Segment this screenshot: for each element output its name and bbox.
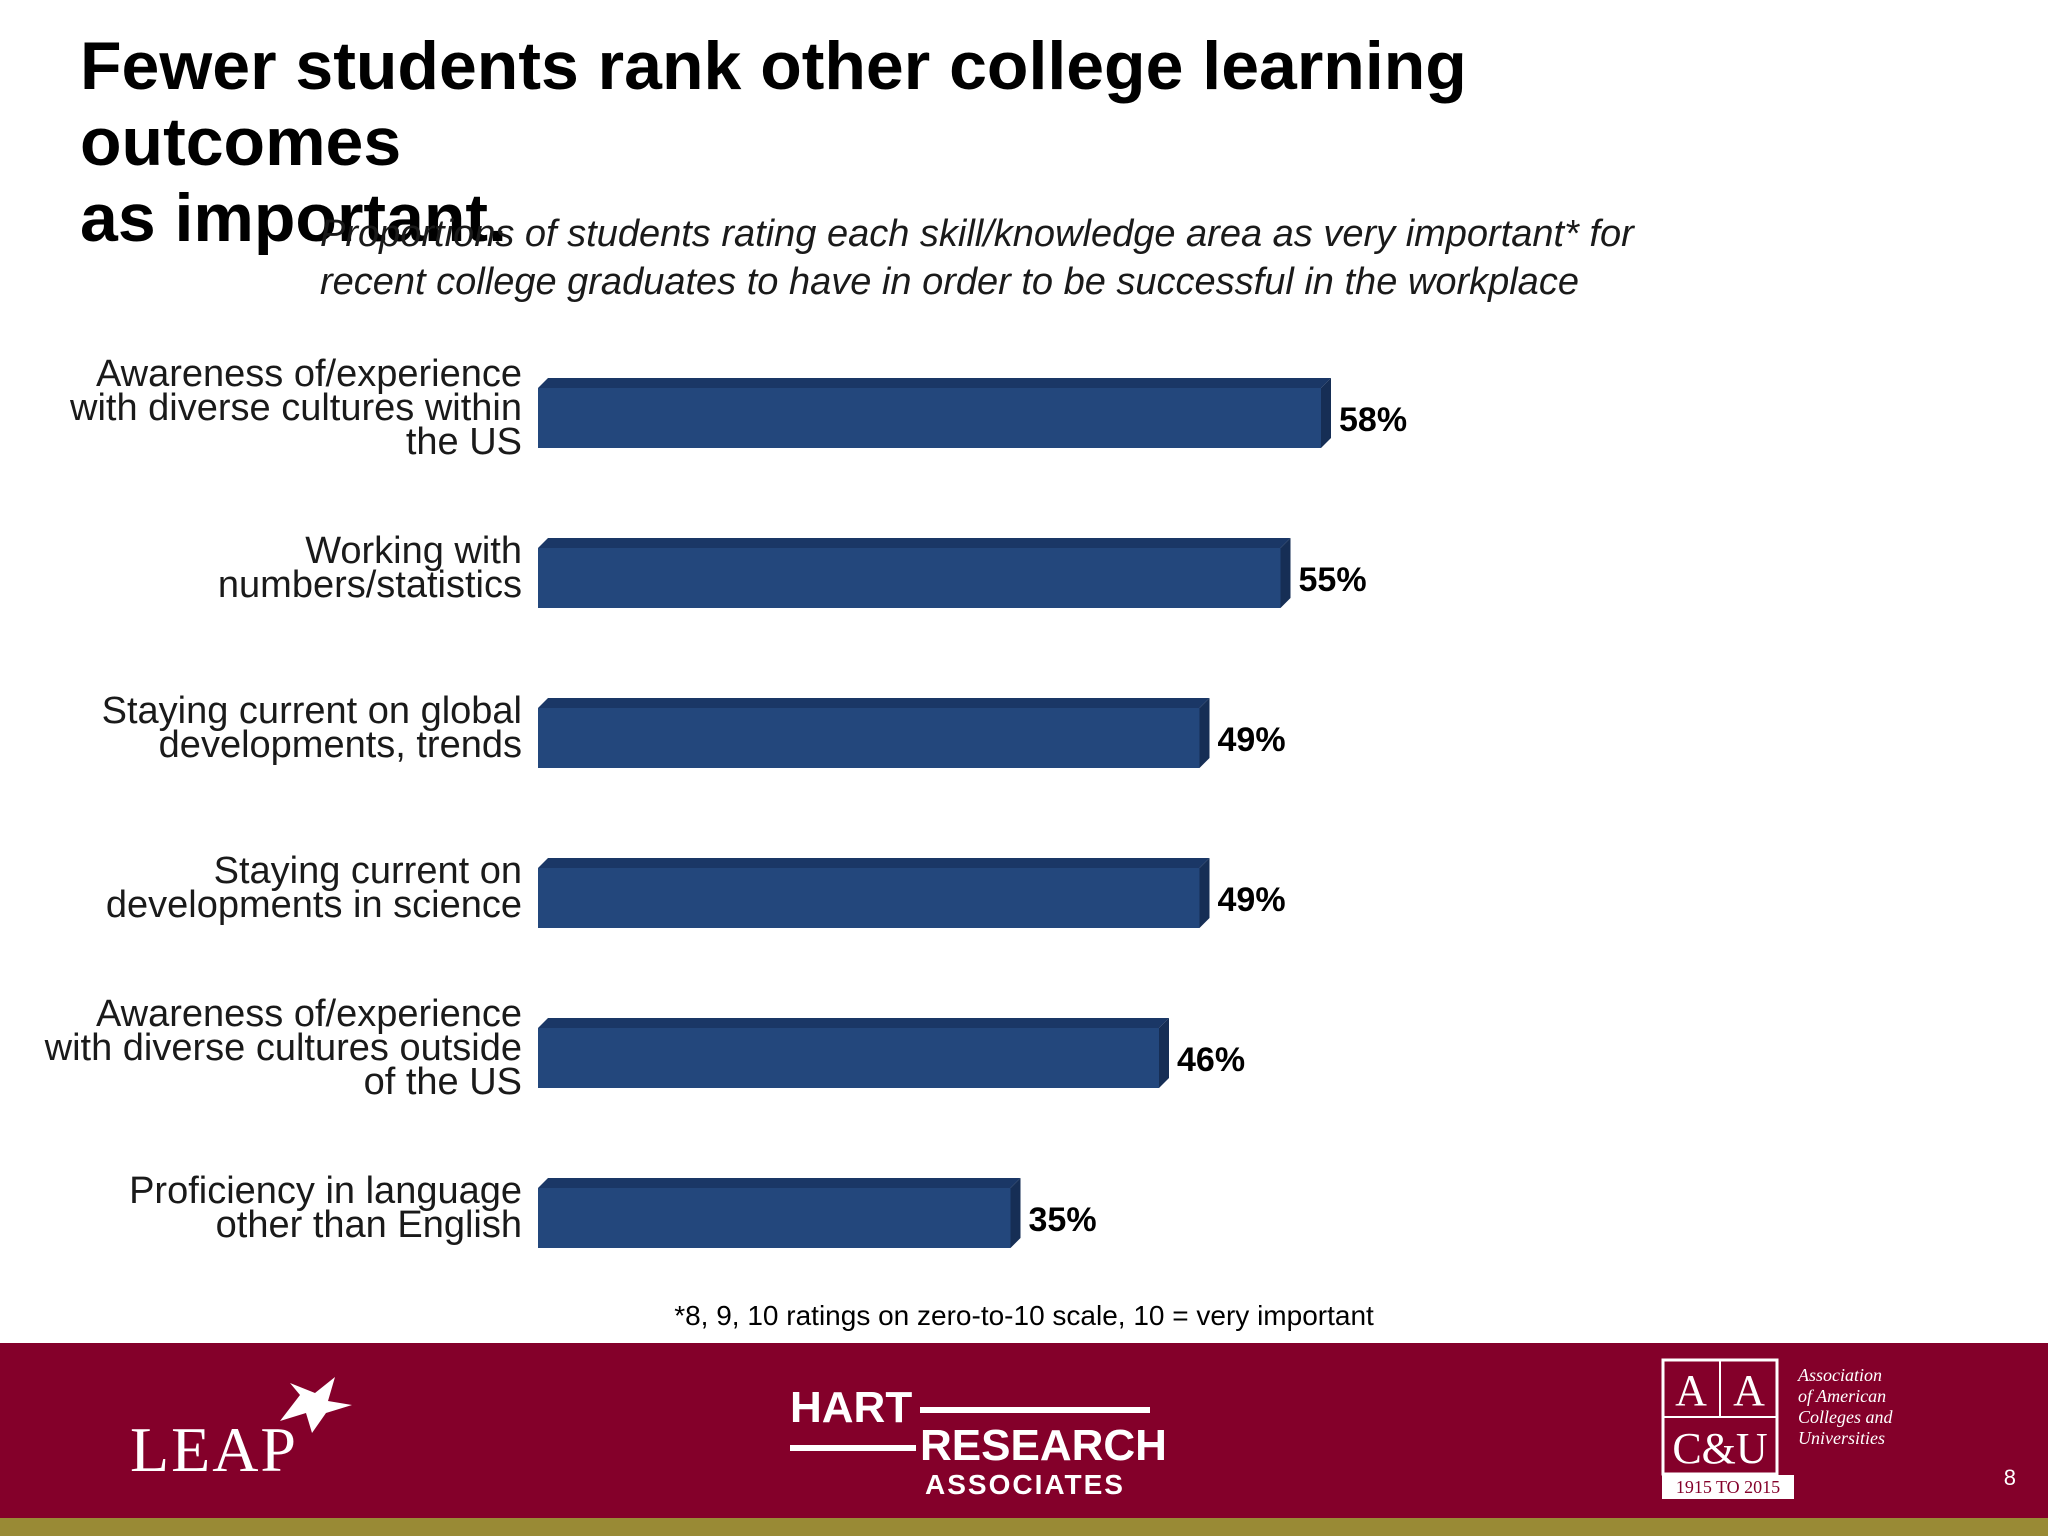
bar-top-face: [538, 538, 1291, 548]
chart-subtitle: Proportions of students rating each skil…: [320, 210, 1820, 306]
category-label-line: other than English: [216, 1204, 522, 1246]
bar-value-label: 55%: [1299, 561, 1367, 599]
bar-value-label: 58%: [1339, 401, 1407, 439]
bar-side-face: [1199, 858, 1210, 928]
aacu-name-line: Colleges and: [1798, 1407, 1893, 1427]
logo-rule: [790, 1445, 916, 1451]
category-label-line: the US: [406, 421, 522, 463]
bar-top-face: [538, 858, 1210, 868]
bar-group: 49% Staying current on global developments…: [102, 690, 1286, 768]
page-number: 8: [2003, 1465, 2016, 1490]
leap-logo-text: LEAP: [130, 1414, 298, 1485]
bar-top-face: [538, 378, 1331, 388]
svg-text:A: A: [1733, 1366, 1765, 1415]
bar-side-face: [1280, 538, 1291, 608]
bar-side-face: [1159, 1018, 1169, 1088]
bar-group: 58% Awareness of/experience with diverse c…: [69, 353, 1407, 463]
category-label: Staying current on developments in scienc…: [106, 850, 522, 926]
title-line: Fewer students rank other college learni…: [80, 28, 1467, 180]
bar-group: 46% Awareness of/experience with diverse c…: [44, 993, 1245, 1103]
bar: [538, 388, 1321, 448]
subtitle-line: recent college graduates to have in orde…: [320, 261, 1579, 303]
hart-research-logo: HART RESEARCH ASSOCIATES: [790, 1383, 1167, 1500]
category-label: Awareness of/experience with diverse cult…: [44, 993, 522, 1103]
subtitle-line: Proportions of students rating each skil…: [320, 213, 1634, 255]
bar-group: 35% Proficiency in language other than Eng…: [129, 1170, 1097, 1248]
category-label: Awareness of/experience with diverse cult…: [69, 353, 522, 463]
aacu-logo: A A C&U 1915 TO 2015 Association of Amer…: [1660, 1357, 1920, 1507]
title-line: as important.: [80, 180, 507, 256]
category-label-line: developments in science: [106, 884, 522, 926]
bar: [538, 548, 1281, 608]
star-burst-icon: [280, 1377, 352, 1433]
footnote: *8, 9, 10 ratings on zero-to-10 scale, 1…: [674, 1300, 1374, 1331]
bar-value-label: 35%: [1029, 1201, 1097, 1239]
footer-stripe: [0, 1518, 2048, 1536]
aacu-anniversary-years: 1915 TO 2015: [1662, 1475, 1794, 1499]
category-label-line: numbers/statistics: [218, 564, 522, 606]
aacu-name-line: of American: [1798, 1386, 1887, 1406]
category-label-line: Awareness of/experience: [96, 353, 522, 395]
bar-top-face: [538, 698, 1210, 708]
bar-group: 49% Staying current on developments in sci…: [106, 850, 1286, 928]
bar-side-face: [1321, 378, 1331, 448]
bar-group: 55% Working with numbers/statistics: [218, 530, 1367, 608]
category-label-line: Staying current on: [214, 850, 522, 892]
logo-rule: [920, 1407, 1150, 1413]
bar: [538, 868, 1200, 928]
bar: [538, 708, 1200, 768]
hart-logo-word: HART: [790, 1383, 913, 1432]
aacu-monogram-icon: A A C&U: [1661, 1358, 1779, 1476]
aacu-name-line: Universities: [1798, 1428, 1885, 1448]
category-label-line: with diverse cultures outside: [44, 1027, 522, 1069]
svg-text:C&U: C&U: [1672, 1424, 1767, 1473]
category-label-line: Awareness of/experience: [96, 993, 522, 1035]
category-label-line: developments, trends: [159, 724, 522, 766]
category-label-line: with diverse cultures within: [69, 387, 522, 429]
category-label: Proficiency in language other than Englis…: [129, 1170, 522, 1246]
bar-value-label: 49%: [1218, 881, 1286, 919]
bar-value-label: 49%: [1218, 721, 1286, 759]
svg-text:A: A: [1675, 1366, 1707, 1415]
category-label-line: Staying current on global: [102, 690, 522, 732]
bar-top-face: [538, 1018, 1169, 1028]
bar-side-face: [1199, 698, 1210, 768]
leap-logo: LEAP: [130, 1377, 370, 1493]
bar-chart: 58%Awareness of/experience with diverse c…: [44, 353, 1407, 1248]
bar-value-label: 46%: [1177, 1041, 1245, 1079]
footer-banner: LEAP HART RESEARCH ASSOCIATES A A C&U 19…: [0, 1343, 2048, 1518]
category-label: Staying current on global developments, t…: [102, 690, 522, 766]
bar-top-face: [538, 1178, 1021, 1188]
category-label-line: of the US: [364, 1061, 522, 1103]
slide-title: Fewer students rank other college learni…: [80, 28, 1780, 256]
aacu-full-name: Association of American Colleges and Uni…: [1798, 1365, 1928, 1449]
aacu-name-line: Association: [1798, 1365, 1882, 1385]
category-label: Working with numbers/statistics: [218, 530, 522, 606]
category-label-line: Proficiency in language: [129, 1170, 522, 1212]
bar-side-face: [1010, 1178, 1021, 1248]
category-label-line: Working with: [305, 530, 522, 572]
bar: [538, 1188, 1011, 1248]
research-logo-word: RESEARCH: [920, 1421, 1167, 1470]
associates-logo-word: ASSOCIATES: [925, 1469, 1125, 1500]
bar: [538, 1028, 1159, 1088]
